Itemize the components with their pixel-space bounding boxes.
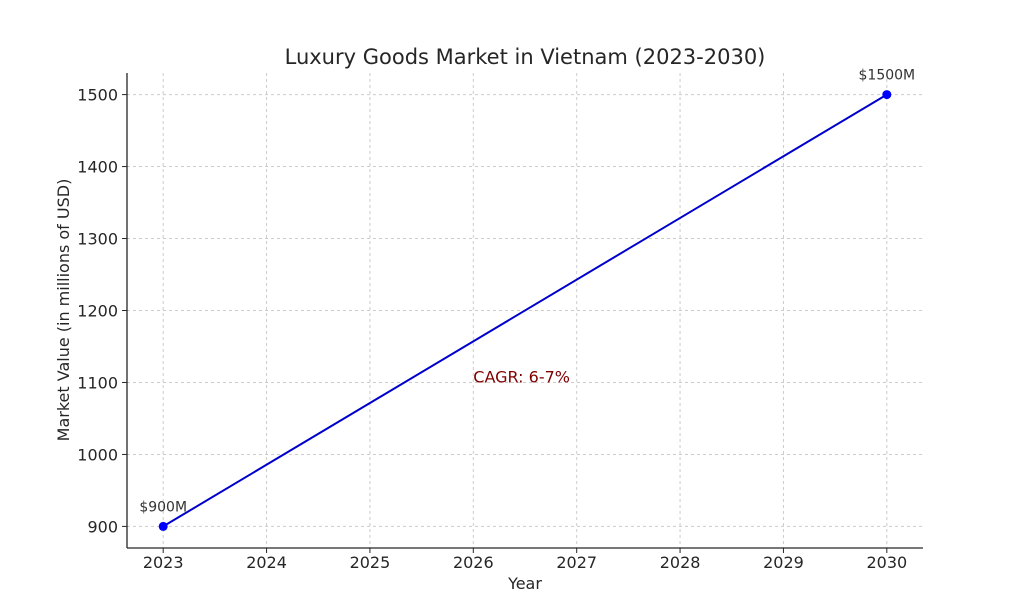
point-label: $900M — [139, 499, 187, 515]
x-tick-label: 2028 — [660, 553, 701, 572]
y-tick-label: 1500 — [77, 86, 118, 105]
y-tick-label: 1100 — [77, 373, 118, 392]
y-tick-label: 1400 — [77, 158, 118, 177]
x-tick-label: 2030 — [866, 553, 907, 572]
axes: 2023 2024 2025 2026 2027 2028 2029 2030 900 1000 1… — [77, 73, 923, 572]
y-tick-label: 1000 — [77, 445, 118, 464]
x-tick-label: 2024 — [246, 553, 287, 572]
y-axis-label: Market Value (in millions of USD) — [54, 179, 73, 442]
x-tick-label: 2026 — [453, 553, 494, 572]
x-tick-label: 2029 — [763, 553, 804, 572]
x-tick-label: 2025 — [350, 553, 391, 572]
data-point — [158, 521, 168, 531]
y-tick-label: 900 — [87, 517, 118, 536]
x-tick-label: 2027 — [556, 553, 597, 572]
chart-title: Luxury Goods Market in Vietnam (2023-203… — [285, 45, 766, 69]
cagr-annotation: CAGR: 6-7% — [473, 367, 570, 386]
data-point — [882, 90, 892, 100]
x-tick-label: 2023 — [143, 553, 184, 572]
point-labels: $900M $1500M — [139, 68, 915, 516]
y-tick-label: 1200 — [77, 302, 118, 321]
y-tick-label: 1300 — [77, 230, 118, 249]
x-axis-label: Year — [507, 574, 542, 593]
point-label: $1500M — [859, 68, 916, 84]
data-line — [162, 93, 888, 528]
series-line — [158, 90, 892, 531]
